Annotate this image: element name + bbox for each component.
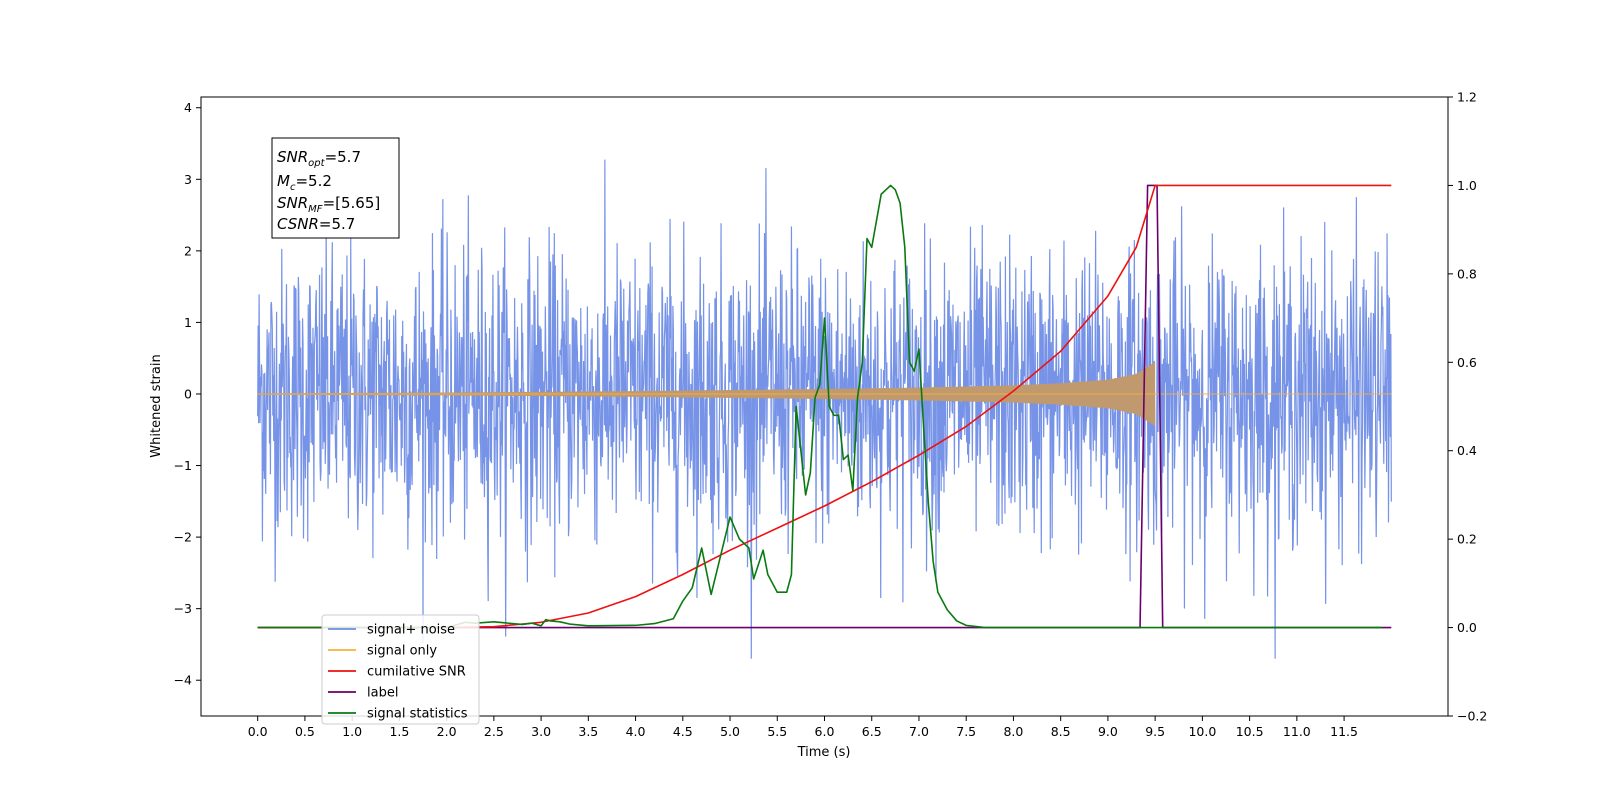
- x-tick-label-15: 7.5: [956, 724, 976, 739]
- x-tick-label-4: 2.0: [437, 724, 457, 739]
- signal-only-series: [257, 361, 1392, 427]
- x-tick-label-20: 10.0: [1188, 724, 1216, 739]
- x-tick-label-7: 3.5: [578, 724, 598, 739]
- x-tick-label-18: 9.0: [1098, 724, 1118, 739]
- x-tick-label-23: 11.5: [1330, 724, 1358, 739]
- x-tick-label-8: 4.0: [626, 724, 646, 739]
- y2-tick-label-6: 0.0: [1457, 620, 1477, 635]
- x-tick-label-10: 5.0: [720, 724, 740, 739]
- y-tick-label-6: −2: [174, 530, 192, 545]
- x-tick-label-11: 5.5: [767, 724, 787, 739]
- x-axis: 0.0 0.5 1.0 1.5 2.0 2.5 3.0 3.5 4.0 4.5 5.0 5.5 6.0 6…: [248, 716, 1358, 739]
- annotation-csnr: CSNR=5.7: [277, 215, 355, 233]
- x-tick-label-6: 3.0: [531, 724, 551, 739]
- x-tick-label-17: 8.5: [1051, 724, 1071, 739]
- y-axis-right: 1.2 1.0 0.8 0.6 0.4 0.2 0.0 −0.2: [1448, 90, 1487, 724]
- annotation-frame: [271, 137, 400, 239]
- x-tick-label-1: 0.5: [295, 724, 315, 739]
- x-tick-label-14: 7.0: [909, 724, 929, 739]
- y-tick-label-0: 4: [184, 100, 192, 115]
- legend-label-3: label: [367, 686, 398, 701]
- y-axis-label: Whitened strain: [149, 354, 164, 457]
- x-tick-label-22: 11.0: [1283, 724, 1311, 739]
- y2-tick-label-4: 0.4: [1457, 443, 1477, 458]
- right-axis-series: [257, 184, 1392, 629]
- y2-tick-label-7: −0.2: [1457, 709, 1487, 724]
- y-tick-label-7: −3: [174, 601, 192, 616]
- annotation-snr-opt: SNRopt=5.7: [277, 148, 361, 169]
- x-tick-label-19: 9.5: [1145, 724, 1165, 739]
- x-tick-label-21: 10.5: [1236, 724, 1264, 739]
- legend-label-0: signal+ noise: [367, 623, 455, 638]
- x-tick-label-16: 8.0: [1003, 724, 1023, 739]
- y-tick-label-5: −1: [174, 458, 192, 473]
- legend-label-2: cumilative SNR: [367, 665, 466, 680]
- y2-tick-label-2: 0.8: [1457, 266, 1477, 281]
- cumulative-snr-line: [257, 184, 1392, 629]
- legend: signal+ noise signal only cumilative SNR la…: [321, 614, 480, 725]
- y-axis-left: 4 3 2 1 0 −1 −2 −3 −4: [174, 100, 201, 688]
- x-tick-label-12: 6.0: [815, 724, 835, 739]
- signal-noise-line: [257, 159, 1392, 659]
- x-tick-label-0: 0.0: [248, 724, 268, 739]
- y-tick-label-4: 0: [184, 386, 192, 401]
- y-tick-label-2: 2: [184, 243, 192, 258]
- x-tick-label-3: 1.5: [389, 724, 409, 739]
- x-axis-label: Time (s): [797, 745, 851, 760]
- legend-label-4: signal statistics: [367, 707, 468, 722]
- y2-tick-label-0: 1.2: [1457, 90, 1477, 105]
- y-tick-label-3: 1: [184, 315, 192, 330]
- signal-noise-series: [257, 159, 1392, 659]
- y-tick-label-1: 3: [184, 172, 192, 187]
- legend-label-1: signal only: [367, 644, 437, 659]
- snr-annotation-box: SNRopt=5.7 Mc=5.2 SNRMF=[5.65] CSNR=5.7: [271, 137, 400, 239]
- x-tick-label-5: 2.5: [484, 724, 504, 739]
- annotation-mc: Mc=5.2: [277, 172, 332, 193]
- y-tick-label-8: −4: [174, 673, 192, 688]
- y2-tick-label-3: 0.6: [1457, 355, 1477, 370]
- annotation-snr-mf: SNRMF=[5.65]: [277, 194, 380, 215]
- y2-tick-label-1: 1.0: [1457, 178, 1477, 193]
- x-tick-label-2: 1.0: [342, 724, 362, 739]
- signal-statistics-line: [257, 184, 1382, 629]
- y2-tick-label-5: 0.2: [1457, 532, 1477, 547]
- legend-frame: [321, 614, 480, 725]
- x-tick-label-13: 6.5: [862, 724, 882, 739]
- x-tick-label-9: 4.5: [673, 724, 693, 739]
